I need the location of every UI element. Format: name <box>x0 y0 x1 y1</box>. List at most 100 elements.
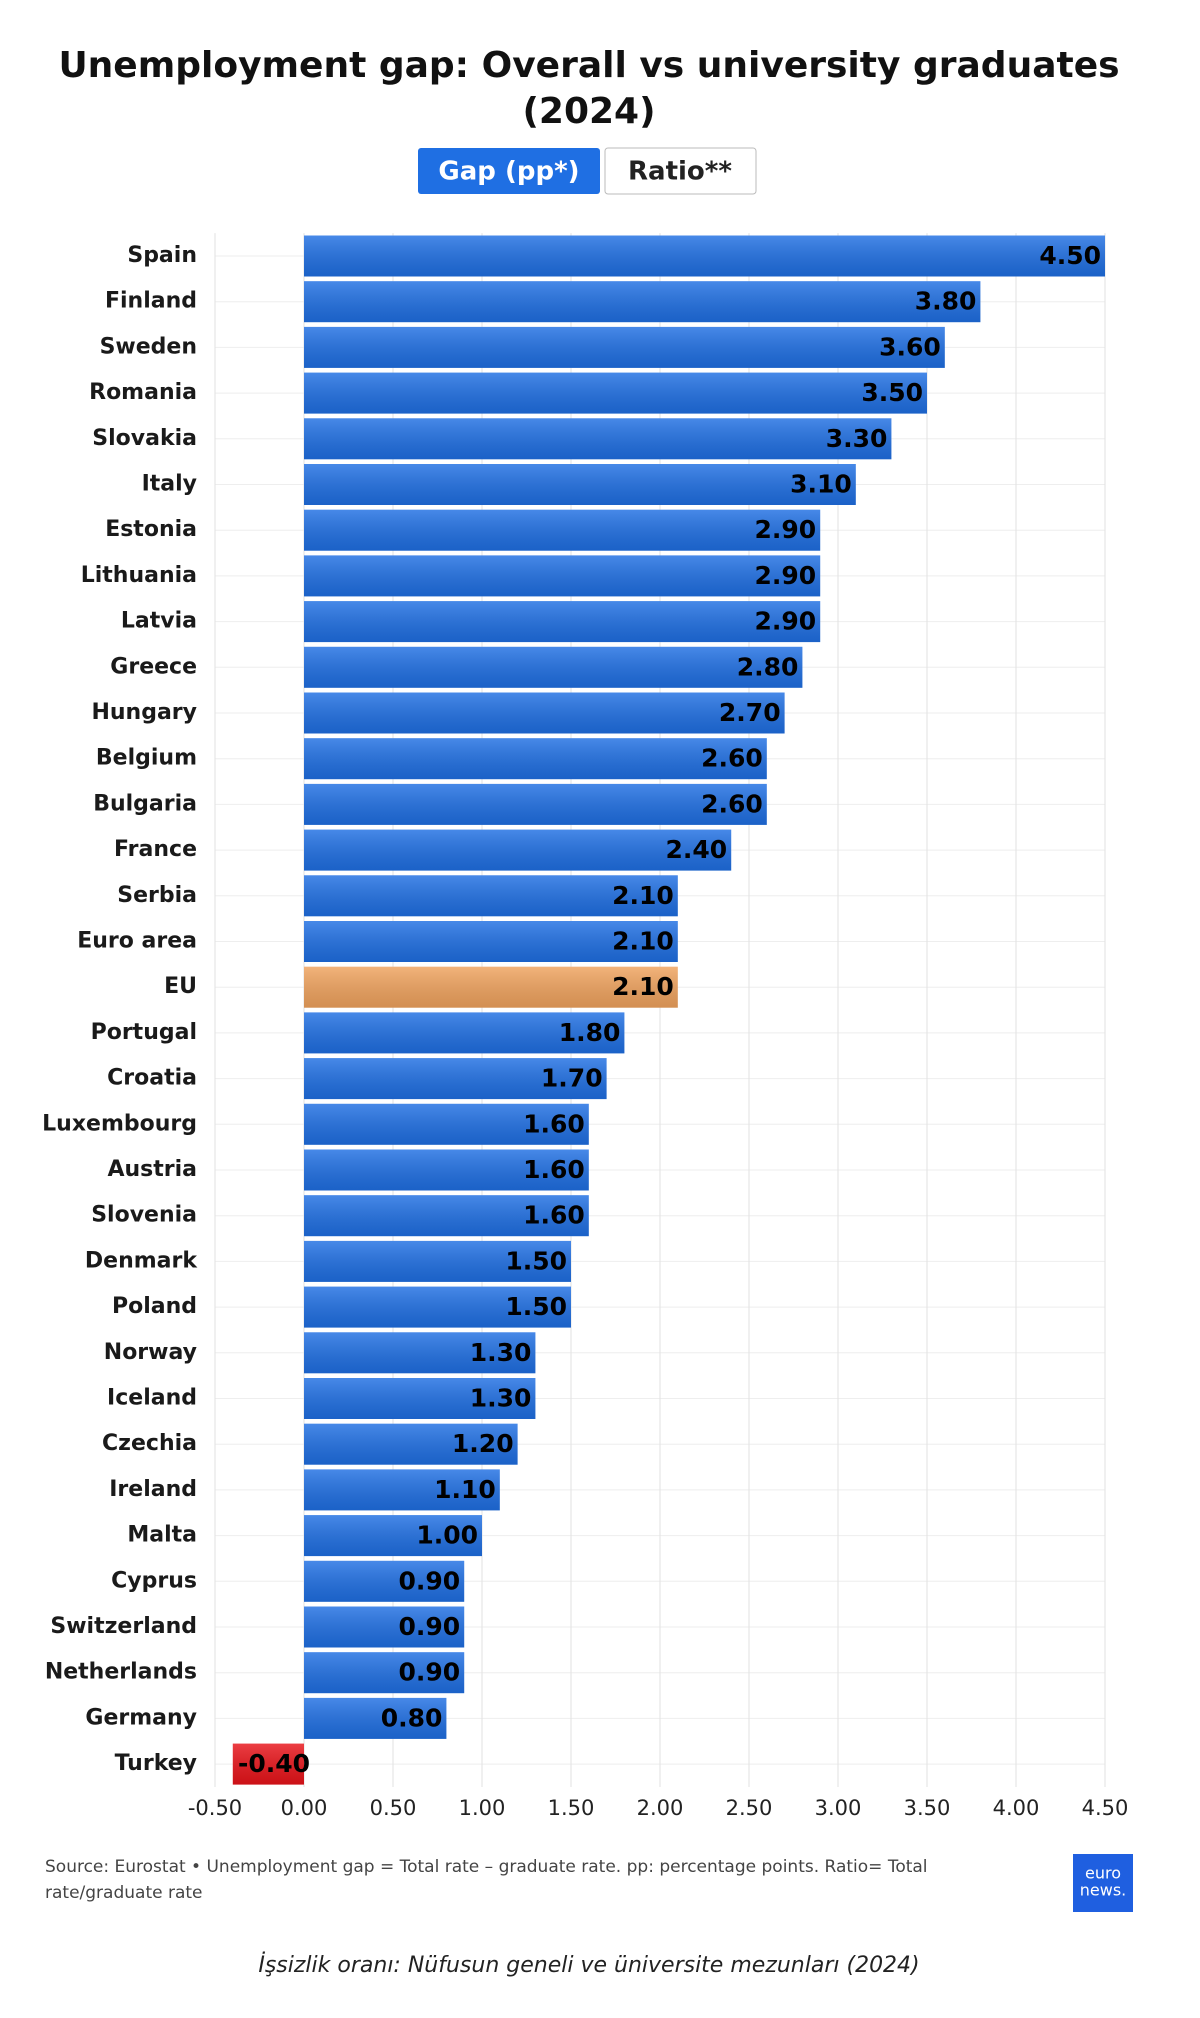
y-tick-label: Latvia <box>121 609 197 634</box>
data-label: 1.60 <box>523 1155 585 1184</box>
bar-shade <box>304 1606 465 1648</box>
x-tick-label: 1.50 <box>548 1796 595 1820</box>
y-tick-label: Belgium <box>96 746 197 771</box>
bar-shade <box>304 921 678 962</box>
y-tick-label: Slovenia <box>91 1203 197 1228</box>
x-tick-label: 0.50 <box>370 1796 417 1820</box>
bar-shade <box>304 1652 465 1694</box>
y-tick-label: Iceland <box>107 1386 197 1411</box>
y-tick-label: France <box>114 837 197 862</box>
y-tick-label: Germany <box>85 1705 197 1730</box>
bar-shade <box>304 1515 482 1557</box>
x-tick-label: 0.00 <box>281 1796 328 1820</box>
logo-text: news. <box>1080 1881 1127 1900</box>
data-label: 2.60 <box>701 789 763 818</box>
bar-shade <box>304 1149 589 1191</box>
toggle-button[interactable] <box>418 148 600 194</box>
y-tick-label: Poland <box>112 1294 197 1319</box>
y-tick-label: Norway <box>104 1340 197 1365</box>
bar-shade <box>304 1012 625 1054</box>
data-label: 0.80 <box>381 1703 443 1732</box>
x-tick-label: 2.00 <box>637 1796 684 1820</box>
bar-shade <box>304 1423 518 1465</box>
x-tick-label: 4.50 <box>1082 1796 1129 1820</box>
data-label: 0.90 <box>399 1566 461 1595</box>
bar-shade <box>304 1560 465 1602</box>
y-tick-label: Euro area <box>77 929 197 954</box>
data-label: 1.10 <box>434 1475 496 1504</box>
data-label: 2.10 <box>612 881 674 910</box>
bar-shade <box>304 464 856 505</box>
bar-shade <box>304 1332 536 1374</box>
y-tick-label: Romania <box>89 380 197 405</box>
bar-shade <box>304 555 821 597</box>
y-tick-label: EU <box>164 974 197 999</box>
y-tick-label: Ireland <box>109 1477 197 1502</box>
y-tick-label: Czechia <box>102 1431 197 1456</box>
data-label: 1.30 <box>470 1384 532 1413</box>
chart-title: (2024) <box>522 91 655 132</box>
bar-shade <box>304 1286 571 1328</box>
bar-shade <box>304 1195 589 1237</box>
y-tick-label: Finland <box>105 289 197 314</box>
data-label: 3.50 <box>861 378 923 407</box>
y-tick-label: Cyprus <box>111 1568 197 1593</box>
bar-shade <box>304 875 678 917</box>
y-tick-label: Serbia <box>117 883 197 908</box>
bar-shade <box>304 1697 447 1739</box>
data-label: 2.40 <box>666 835 728 864</box>
logo-text: euro <box>1085 1864 1121 1883</box>
data-label: 3.60 <box>879 332 941 361</box>
data-label: 3.30 <box>826 424 888 453</box>
data-label: 0.90 <box>399 1612 461 1641</box>
toggle-button[interactable] <box>604 147 757 195</box>
x-tick-label: 4.00 <box>993 1796 1040 1820</box>
bar-shade <box>304 738 767 780</box>
logo <box>1073 1854 1133 1912</box>
bar-shade <box>304 829 732 871</box>
data-label: 2.60 <box>701 744 763 773</box>
y-tick-label: Denmark <box>85 1248 198 1273</box>
data-label: 1.60 <box>523 1201 585 1230</box>
source-note: rate/graduate rate <box>45 1883 203 1903</box>
y-tick-label: Croatia <box>107 1066 197 1091</box>
y-tick-label: Luxembourg <box>42 1111 197 1136</box>
y-tick-label: Sweden <box>100 334 197 359</box>
data-label: 4.50 <box>1039 241 1101 270</box>
data-label: 1.20 <box>452 1429 514 1458</box>
y-tick-label: Slovakia <box>92 426 197 451</box>
y-tick-label: Greece <box>110 654 197 679</box>
toggle: Gap (pp*) Ratio** <box>418 147 757 195</box>
x-tick-label: 3.50 <box>904 1796 951 1820</box>
y-tick-label: Hungary <box>91 700 197 725</box>
bar-shade <box>304 1058 607 1100</box>
data-label: 2.80 <box>737 652 799 681</box>
y-tick-label: Switzerland <box>50 1614 197 1639</box>
y-tick-label: Italy <box>142 472 197 497</box>
toggle-label[interactable]: Ratio** <box>628 157 732 187</box>
y-tick-label: Austria <box>107 1157 197 1182</box>
y-tick-label: Turkey <box>115 1751 197 1776</box>
y-tick-label: Bulgaria <box>93 791 197 816</box>
bar-shade <box>304 692 785 734</box>
data-label: 1.50 <box>505 1292 567 1321</box>
y-tick-label: Estonia <box>105 517 197 542</box>
data-label: 2.10 <box>612 972 674 1001</box>
x-tick-label: 3.00 <box>815 1796 862 1820</box>
data-label: 2.10 <box>612 927 674 956</box>
bar-shade <box>304 1469 500 1511</box>
data-label: 1.30 <box>470 1338 532 1367</box>
x-tick-label: -0.50 <box>188 1796 242 1820</box>
toggle-label[interactable]: Gap (pp*) <box>438 157 579 187</box>
y-tick-label: Lithuania <box>81 563 197 588</box>
bar-shade <box>232 1743 304 1785</box>
x-tick-label: 2.50 <box>726 1796 773 1820</box>
bar-shade <box>304 235 1105 277</box>
y-tick-label: Malta <box>127 1523 197 1548</box>
data-label: 2.90 <box>755 515 817 544</box>
data-label: 2.70 <box>719 698 781 727</box>
bar-shade <box>304 372 927 414</box>
y-tick-label: Netherlands <box>45 1660 197 1685</box>
bar-shade <box>304 418 892 460</box>
